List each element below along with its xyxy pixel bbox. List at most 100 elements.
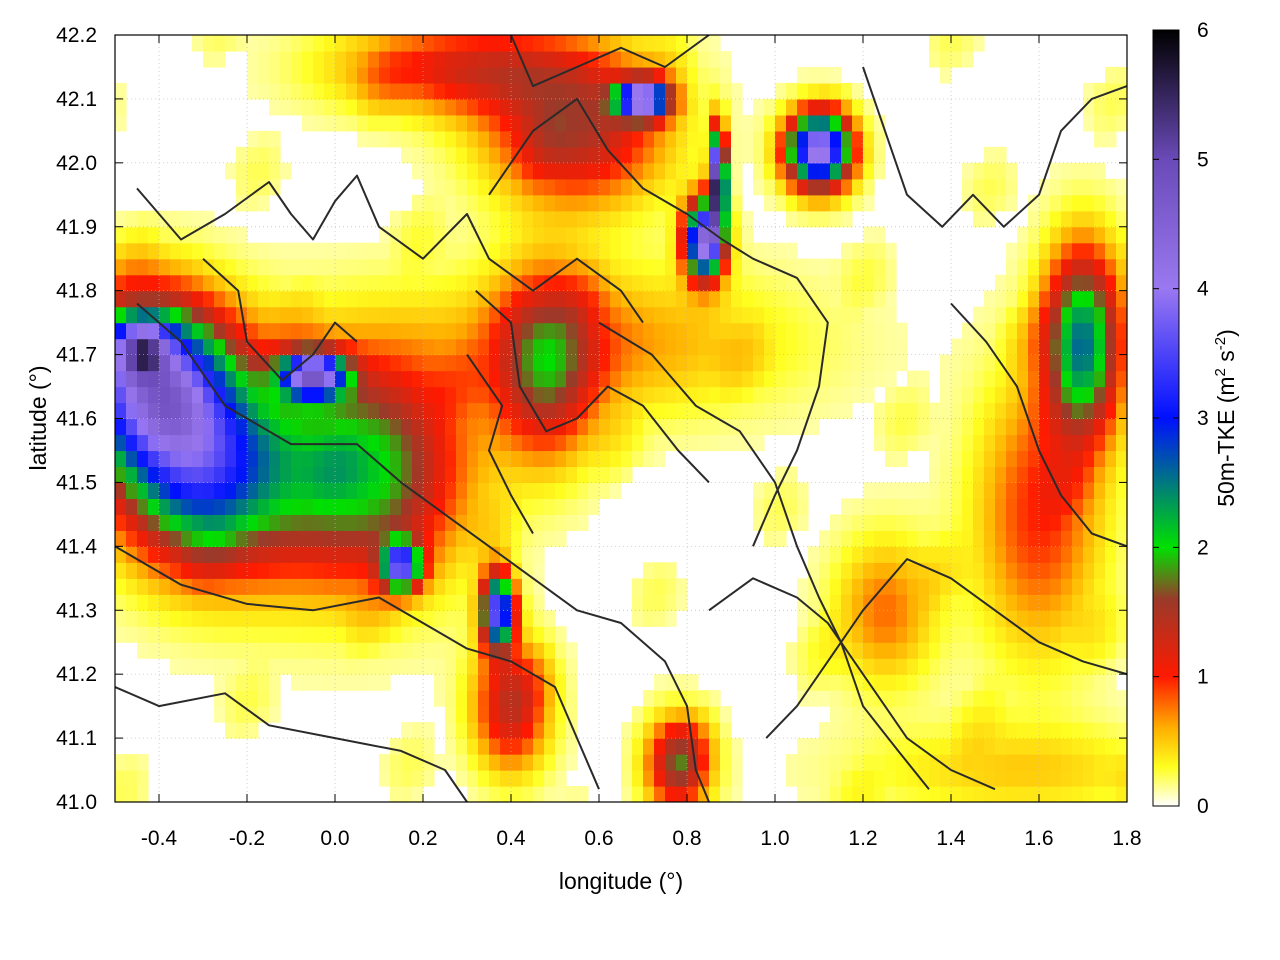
heatmap-cell xyxy=(885,274,897,292)
heatmap-cell xyxy=(643,226,655,244)
heatmap-cell xyxy=(456,626,468,643)
heatmap-cell xyxy=(1050,322,1062,340)
heatmap-cell xyxy=(1105,354,1117,372)
heatmap-cell xyxy=(368,514,380,531)
heatmap-cell xyxy=(885,674,897,691)
heatmap-cell xyxy=(522,754,534,771)
heatmap-cell xyxy=(126,786,138,802)
heatmap-cell xyxy=(775,418,787,436)
heatmap-cell xyxy=(852,306,864,324)
heatmap-cell xyxy=(643,754,655,771)
heatmap-cell xyxy=(1072,418,1084,436)
heatmap-cell xyxy=(786,402,798,420)
heatmap-cell xyxy=(852,562,864,579)
heatmap-cell xyxy=(687,706,699,723)
heatmap-cell xyxy=(203,386,215,404)
heatmap-cell xyxy=(115,258,127,276)
heatmap-cell xyxy=(1028,658,1040,675)
heatmap-cell xyxy=(973,306,985,324)
heatmap-cell xyxy=(1116,114,1127,132)
heatmap-cell xyxy=(753,98,765,116)
heatmap-cell xyxy=(984,754,996,771)
heatmap-cell xyxy=(203,210,215,228)
heatmap-cell xyxy=(522,178,534,196)
heatmap-cell xyxy=(225,626,237,643)
heatmap-cell xyxy=(643,386,655,404)
heatmap-cell xyxy=(225,290,237,308)
heatmap-cell xyxy=(511,338,523,356)
heatmap-cell xyxy=(885,370,897,388)
heatmap-cell xyxy=(291,354,303,372)
heatmap-cell xyxy=(247,466,259,484)
heatmap-cell xyxy=(577,514,589,531)
heatmap-cell xyxy=(489,98,501,116)
heatmap-cell xyxy=(489,82,501,100)
heatmap-cell xyxy=(797,674,809,691)
heatmap-cell xyxy=(896,706,908,723)
heatmap-cell xyxy=(258,610,270,627)
heatmap-cell xyxy=(148,290,160,308)
heatmap-cell xyxy=(445,258,457,276)
heatmap-cell xyxy=(929,50,941,68)
heatmap-cell xyxy=(786,258,798,276)
heatmap-cell xyxy=(269,514,281,531)
heatmap-cell xyxy=(214,354,226,372)
heatmap-cell xyxy=(555,402,567,420)
heatmap-cell xyxy=(335,98,347,116)
heatmap-cell xyxy=(225,706,237,723)
heatmap-cell xyxy=(742,322,754,340)
heatmap-cell xyxy=(885,690,897,707)
heatmap-cell xyxy=(995,370,1007,388)
heatmap-cell xyxy=(379,658,391,675)
heatmap-cell xyxy=(885,562,897,579)
heatmap-cell xyxy=(467,66,479,84)
heatmap-cell xyxy=(973,514,985,531)
heatmap-cell xyxy=(819,386,831,404)
heatmap-cell xyxy=(797,402,809,420)
heatmap-cell xyxy=(489,562,501,579)
heatmap-cell xyxy=(764,162,776,180)
heatmap-cell xyxy=(170,306,182,324)
heatmap-cell xyxy=(456,466,468,484)
heatmap-cell xyxy=(830,386,842,404)
heatmap-cell xyxy=(533,610,545,627)
heatmap-cell xyxy=(291,674,303,691)
heatmap-cell xyxy=(1006,658,1018,675)
heatmap-cell xyxy=(434,98,446,116)
heatmap-cell xyxy=(566,450,578,468)
heatmap-cell xyxy=(357,290,369,308)
heatmap-cell xyxy=(335,66,347,84)
heatmap-cell xyxy=(445,402,457,420)
heatmap-cell xyxy=(115,498,127,515)
heatmap-cell xyxy=(874,706,886,723)
colorbar-label-sup2: -2 xyxy=(1212,337,1229,350)
heatmap-cell xyxy=(203,610,215,627)
heatmap-cell xyxy=(280,578,292,595)
heatmap-cell xyxy=(1116,546,1127,563)
heatmap-cell xyxy=(324,306,336,324)
heatmap-cell xyxy=(709,66,721,84)
heatmap-cell xyxy=(500,130,512,148)
heatmap-cell xyxy=(929,786,941,802)
heatmap-cell xyxy=(1050,578,1062,595)
heatmap-cell xyxy=(115,114,127,132)
heatmap-cell xyxy=(918,738,930,755)
heatmap-cell xyxy=(280,466,292,484)
heatmap-cell xyxy=(764,322,776,340)
heatmap-cell xyxy=(401,610,413,627)
heatmap-cell xyxy=(1061,434,1073,452)
heatmap-cell xyxy=(522,674,534,691)
heatmap-cell xyxy=(555,434,567,452)
heatmap-cell xyxy=(676,418,688,436)
heatmap-cell xyxy=(302,530,314,547)
heatmap-cell xyxy=(1083,722,1095,739)
heatmap-cell xyxy=(698,690,710,707)
heatmap-cell xyxy=(544,466,556,484)
heatmap-cell xyxy=(203,482,215,499)
heatmap-cell xyxy=(951,386,963,404)
heatmap-cell xyxy=(379,754,391,771)
heatmap-cell xyxy=(478,754,490,771)
heatmap-cell xyxy=(346,610,358,627)
heatmap-cell xyxy=(852,98,864,116)
heatmap-cell xyxy=(852,178,864,196)
